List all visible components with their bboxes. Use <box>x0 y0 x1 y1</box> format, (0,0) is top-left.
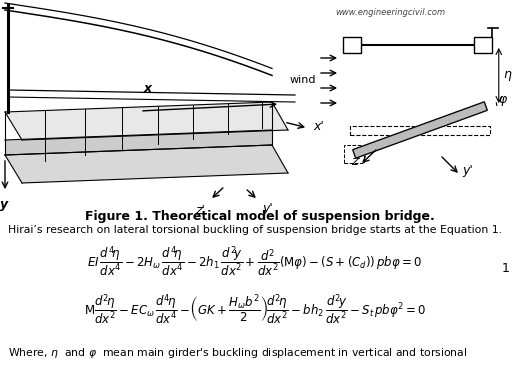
Text: Where, $\eta$  and $\varphi$  mean main girder's buckling displacement in vertic: Where, $\eta$ and $\varphi$ mean main gi… <box>8 346 467 360</box>
Text: Hirai’s research on lateral torsional buckling of suspension bridge starts at th: Hirai’s research on lateral torsional bu… <box>8 225 502 235</box>
Text: $EI\,\dfrac{d^4\!\eta}{dx^4} - 2H_{\omega}\,\dfrac{d^4\!\eta}{dx^4} - 2h_1\,\dfr: $EI\,\dfrac{d^4\!\eta}{dx^4} - 2H_{\omeg… <box>87 245 423 280</box>
Text: z': z' <box>351 155 361 168</box>
Polygon shape <box>353 102 487 158</box>
Text: $\eta$: $\eta$ <box>503 68 512 83</box>
Text: y': y' <box>462 164 473 177</box>
Text: Figure 1. Theoretical model of suspension bridge.: Figure 1. Theoretical model of suspensio… <box>85 210 435 223</box>
Bar <box>343 37 361 53</box>
Text: 1: 1 <box>502 262 510 275</box>
Polygon shape <box>5 102 288 140</box>
Text: y': y' <box>262 202 273 215</box>
Text: x: x <box>144 82 152 95</box>
Text: y: y <box>0 198 8 211</box>
Text: $\mathrm{M}\dfrac{d^2\!\eta}{dx^2} - EC_{\omega}\,\dfrac{d^4\!\eta}{dx^4} - \!\l: $\mathrm{M}\dfrac{d^2\!\eta}{dx^2} - EC_… <box>84 293 426 327</box>
Polygon shape <box>5 130 272 155</box>
Bar <box>344 145 364 163</box>
Polygon shape <box>5 145 288 183</box>
Bar <box>474 37 492 53</box>
Text: wind: wind <box>290 75 316 85</box>
Text: z': z' <box>195 204 205 217</box>
Text: www.engineeringcivil.com: www.engineeringcivil.com <box>335 8 445 17</box>
Text: x': x' <box>313 120 324 133</box>
Text: $\varphi$: $\varphi$ <box>498 94 508 108</box>
